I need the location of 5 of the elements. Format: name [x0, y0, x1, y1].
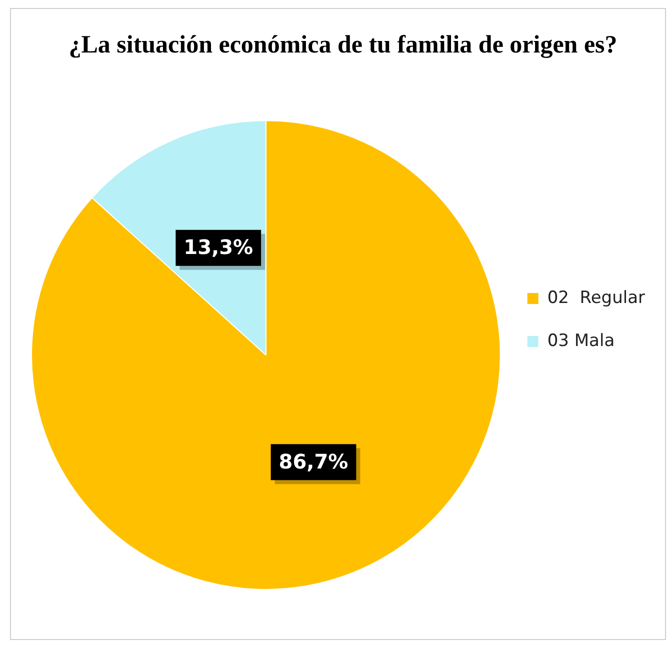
legend-label: 02 Regular [547, 288, 646, 308]
legend-label: 03 Mala [547, 330, 615, 351]
data-label: 13,3% [184, 235, 254, 260]
chart-title: ¿La situación económica de tu familia de origen es? [68, 31, 618, 58]
data-label: 86,7% [278, 449, 348, 474]
